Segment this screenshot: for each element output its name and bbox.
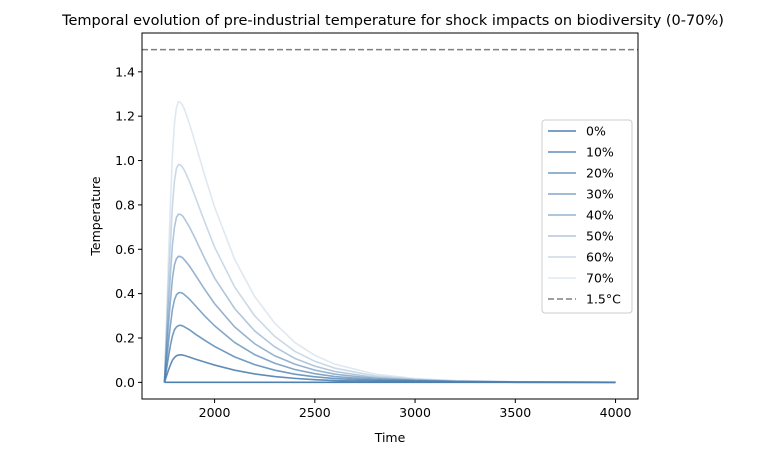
series-line-3 bbox=[163, 291, 616, 384]
x-tick-label: 3000 bbox=[399, 405, 431, 420]
legend-label-0: 0% bbox=[586, 124, 606, 139]
legend: 0% 10% 20% 30% 40% 50% 60% 70% 1.5°C bbox=[541, 119, 633, 314]
y-axis-ticks: 0.0 0.2 0.4 0.6 0.8 1.0 1.2 1.4 bbox=[115, 64, 142, 390]
x-axis-label: Time bbox=[374, 430, 406, 445]
chart-title: Temporal evolution of pre-industrial tem… bbox=[61, 13, 724, 29]
series-line-5 bbox=[163, 213, 616, 384]
legend-label-6: 60% bbox=[586, 250, 614, 265]
y-tick-label: 1.0 bbox=[115, 153, 135, 168]
x-tick-label: 3500 bbox=[499, 405, 531, 420]
y-tick-label: 1.2 bbox=[115, 109, 135, 124]
x-tick-label: 2500 bbox=[299, 405, 331, 420]
y-axis-label: Temperature bbox=[88, 176, 103, 256]
series-line-4 bbox=[163, 255, 616, 384]
plot-frame bbox=[141, 32, 639, 400]
y-tick-label: 0.4 bbox=[115, 286, 135, 301]
series-line-2 bbox=[163, 324, 616, 384]
series-line-6 bbox=[163, 163, 616, 384]
x-tick-label: 4000 bbox=[600, 405, 632, 420]
legend-label-7: 70% bbox=[586, 271, 614, 286]
y-tick-label: 0.2 bbox=[115, 331, 135, 346]
legend-frame bbox=[541, 119, 633, 314]
x-tick-label: 2000 bbox=[199, 405, 231, 420]
legend-label-5: 50% bbox=[586, 229, 614, 244]
legend-label-1: 10% bbox=[586, 145, 614, 160]
series-line-7 bbox=[163, 100, 616, 383]
legend-label-3: 30% bbox=[586, 187, 614, 202]
x-axis-ticks: 2000 2500 3000 3500 4000 bbox=[199, 399, 632, 420]
legend-label-2: 20% bbox=[586, 166, 614, 181]
y-tick-label: 0.0 bbox=[115, 375, 135, 390]
legend-label-4: 40% bbox=[586, 208, 614, 223]
plot-lines bbox=[163, 100, 616, 384]
y-tick-label: 1.4 bbox=[115, 64, 135, 79]
legend-label-8: 1.5°C bbox=[586, 292, 621, 307]
y-tick-label: 0.8 bbox=[115, 197, 135, 212]
series-line-1 bbox=[163, 354, 616, 384]
y-tick-label: 0.6 bbox=[115, 242, 135, 257]
legend-items: 0% 10% 20% 30% 40% 50% 60% 70% 1.5°C bbox=[548, 124, 621, 307]
